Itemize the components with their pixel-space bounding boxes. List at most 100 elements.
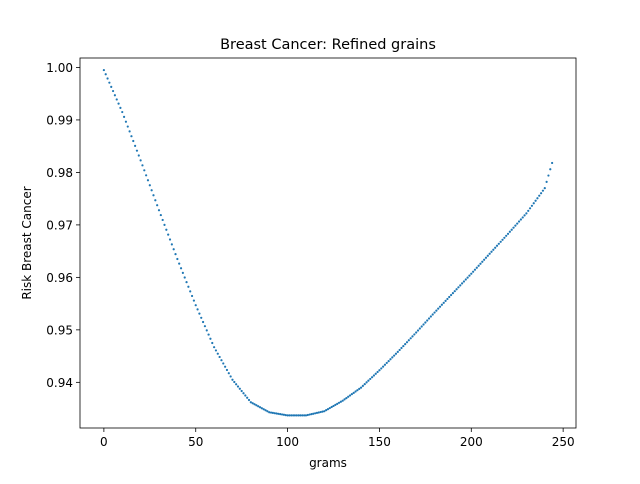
data-point: [488, 252, 491, 255]
data-point: [464, 278, 467, 281]
data-point: [134, 144, 137, 147]
data-point: [358, 387, 361, 390]
data-point: [383, 363, 387, 366]
data-point: [279, 413, 282, 416]
data-point: [341, 399, 344, 402]
data-point: [117, 102, 120, 105]
data-point: [352, 391, 355, 394]
data-point: [517, 220, 521, 223]
data-point: [306, 413, 309, 417]
data-point: [200, 316, 203, 319]
data-point: [167, 233, 170, 236]
data-point: [163, 223, 166, 226]
data-point: [418, 327, 421, 330]
data-point: [361, 384, 364, 387]
data-point: [143, 169, 146, 172]
data-point: [369, 377, 372, 381]
data-point: [119, 106, 122, 109]
data-point: [194, 304, 197, 307]
data-point: [286, 414, 289, 417]
data-point: [336, 402, 339, 405]
x-tick-label: 0: [100, 435, 108, 449]
data-point: [198, 312, 201, 315]
data-point: [132, 139, 135, 143]
data-point: [411, 335, 414, 338]
data-point: [146, 179, 150, 182]
data-point: [328, 406, 331, 410]
data-point: [486, 254, 489, 257]
data-point: [299, 414, 302, 417]
data-point: [551, 161, 554, 165]
data-point: [510, 228, 513, 231]
data-point: [356, 389, 359, 392]
data-point: [530, 204, 534, 207]
data-point: [130, 135, 133, 138]
data-point: [111, 89, 115, 93]
data-point: [229, 375, 232, 378]
data-point: [126, 125, 129, 128]
data-point: [271, 411, 274, 414]
data-point: [422, 323, 425, 326]
data-point: [168, 238, 172, 241]
data-point: [457, 286, 460, 289]
data-point: [332, 404, 335, 408]
y-tick-label: 0.95: [46, 323, 73, 337]
data-point: [326, 408, 330, 411]
data-point: [378, 369, 381, 372]
data-point: [213, 346, 216, 349]
data-point: [240, 389, 243, 393]
data-point: [402, 344, 405, 348]
data-point: [264, 409, 267, 412]
data-point: [145, 174, 148, 177]
data-point: [409, 337, 412, 340]
data-point: [113, 94, 116, 97]
data-point: [266, 410, 269, 413]
data-point: [319, 410, 322, 414]
data-point: [183, 276, 186, 279]
data-point: [505, 234, 508, 237]
data-point: [459, 284, 462, 287]
data-point: [345, 396, 348, 400]
data-point: [128, 130, 131, 133]
data-point: [172, 248, 175, 251]
x-tick-label: 150: [368, 435, 391, 449]
data-point: [115, 98, 118, 101]
data-point: [461, 282, 464, 285]
y-tick-label: 0.96: [46, 271, 73, 285]
data-point: [525, 212, 528, 215]
data-point: [262, 408, 265, 411]
y-tick-label: 1.00: [46, 61, 73, 75]
data-point: [339, 400, 342, 403]
data-point: [317, 411, 320, 414]
data-point: [137, 154, 140, 157]
data-point: [165, 228, 168, 231]
data-point: [492, 248, 495, 251]
data-point: [337, 401, 341, 404]
data-point: [541, 189, 545, 192]
data-point: [255, 404, 258, 407]
data-point: [367, 379, 370, 382]
data-point: [108, 81, 111, 84]
data-point: [242, 392, 245, 395]
data-point: [455, 288, 458, 291]
data-point: [380, 367, 383, 370]
data-point: [325, 409, 328, 412]
data-point: [179, 267, 183, 270]
data-point: [420, 325, 423, 328]
data-point: [543, 187, 546, 190]
data-point: [534, 199, 537, 202]
data-point: [157, 209, 161, 212]
data-point: [196, 308, 199, 311]
chart-title: Breast Cancer: Refined grains: [220, 37, 436, 53]
data-point: [462, 280, 466, 283]
data-point: [490, 250, 493, 253]
data-point: [343, 398, 346, 401]
data-point: [528, 207, 532, 210]
data-point: [429, 315, 432, 318]
y-tick-label: 0.94: [46, 376, 73, 390]
data-point: [545, 180, 548, 183]
data-point: [205, 329, 208, 332]
data-point: [508, 230, 511, 233]
